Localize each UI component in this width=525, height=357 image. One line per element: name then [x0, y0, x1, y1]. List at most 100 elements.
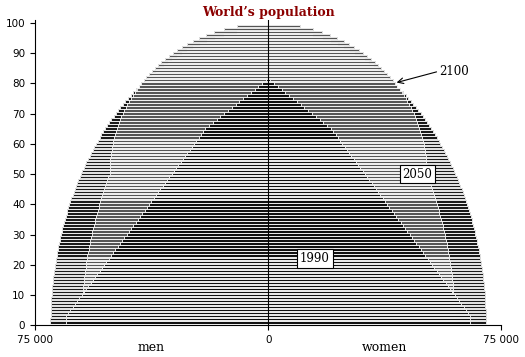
Bar — [65, 218, 268, 221]
Bar — [81, 321, 268, 323]
Bar — [52, 285, 268, 287]
Bar — [68, 312, 268, 315]
Bar — [268, 27, 312, 30]
Bar — [50, 324, 268, 327]
Bar — [268, 279, 452, 281]
Bar — [129, 100, 268, 103]
Bar — [142, 82, 268, 85]
Bar — [268, 46, 354, 48]
Bar — [268, 276, 452, 278]
Bar — [268, 31, 322, 33]
Bar — [268, 124, 418, 127]
Bar — [268, 49, 349, 51]
Bar — [83, 167, 268, 169]
Bar — [170, 176, 268, 178]
Bar — [224, 112, 268, 115]
Bar — [268, 194, 434, 196]
Bar — [243, 97, 268, 100]
Bar — [268, 76, 387, 79]
Bar — [251, 91, 268, 94]
Bar — [93, 149, 268, 151]
Bar — [268, 261, 430, 263]
Bar — [268, 255, 425, 257]
Bar — [236, 103, 268, 106]
Bar — [268, 303, 485, 305]
Bar — [268, 158, 448, 160]
Bar — [54, 273, 268, 275]
Bar — [268, 136, 437, 139]
Bar — [268, 121, 323, 124]
Bar — [268, 49, 359, 51]
Bar — [268, 285, 453, 287]
Bar — [268, 152, 425, 154]
Bar — [268, 140, 438, 142]
Bar — [116, 130, 268, 133]
Bar — [133, 224, 268, 227]
Bar — [177, 49, 268, 51]
Bar — [87, 161, 268, 163]
Bar — [268, 85, 397, 87]
Bar — [268, 55, 359, 57]
Bar — [120, 106, 268, 109]
Bar — [106, 182, 268, 184]
Bar — [165, 182, 268, 184]
Bar — [139, 85, 268, 87]
Bar — [151, 200, 268, 202]
Bar — [105, 185, 268, 187]
Bar — [268, 70, 384, 72]
Bar — [190, 149, 268, 151]
Bar — [163, 185, 268, 187]
Bar — [268, 112, 414, 115]
Bar — [59, 239, 268, 242]
Bar — [247, 94, 268, 97]
Bar — [54, 276, 268, 278]
Bar — [268, 152, 445, 154]
Bar — [268, 103, 413, 106]
Bar — [268, 194, 381, 196]
Bar — [139, 85, 268, 87]
Bar — [268, 276, 452, 278]
Bar — [205, 127, 268, 130]
Bar — [268, 233, 445, 236]
Bar — [268, 276, 441, 278]
Bar — [82, 312, 268, 315]
Bar — [52, 288, 268, 290]
Bar — [94, 146, 268, 148]
Bar — [268, 248, 421, 251]
Bar — [268, 109, 308, 112]
Bar — [52, 288, 268, 290]
Bar — [61, 230, 268, 233]
Bar — [80, 176, 268, 178]
Bar — [268, 152, 349, 154]
Bar — [115, 134, 268, 136]
Bar — [268, 312, 486, 315]
Bar — [56, 257, 268, 260]
Bar — [268, 215, 396, 218]
Bar — [183, 158, 268, 160]
Bar — [268, 106, 416, 109]
Bar — [268, 206, 390, 208]
Bar — [268, 303, 454, 305]
Bar — [268, 294, 454, 296]
Bar — [268, 140, 340, 142]
Bar — [268, 82, 274, 85]
Bar — [268, 82, 395, 85]
Bar — [268, 152, 425, 154]
Bar — [268, 155, 447, 157]
Bar — [268, 142, 342, 145]
Bar — [203, 130, 268, 133]
Bar — [268, 242, 447, 245]
Bar — [89, 155, 268, 157]
Bar — [151, 200, 268, 202]
Bar — [268, 149, 425, 151]
Bar — [268, 170, 454, 172]
Bar — [268, 245, 418, 248]
Bar — [58, 248, 268, 251]
Bar — [236, 103, 268, 106]
Bar — [139, 85, 268, 87]
Bar — [63, 224, 268, 227]
Bar — [82, 315, 268, 317]
Bar — [268, 194, 381, 196]
Bar — [268, 267, 451, 269]
Bar — [268, 273, 439, 275]
